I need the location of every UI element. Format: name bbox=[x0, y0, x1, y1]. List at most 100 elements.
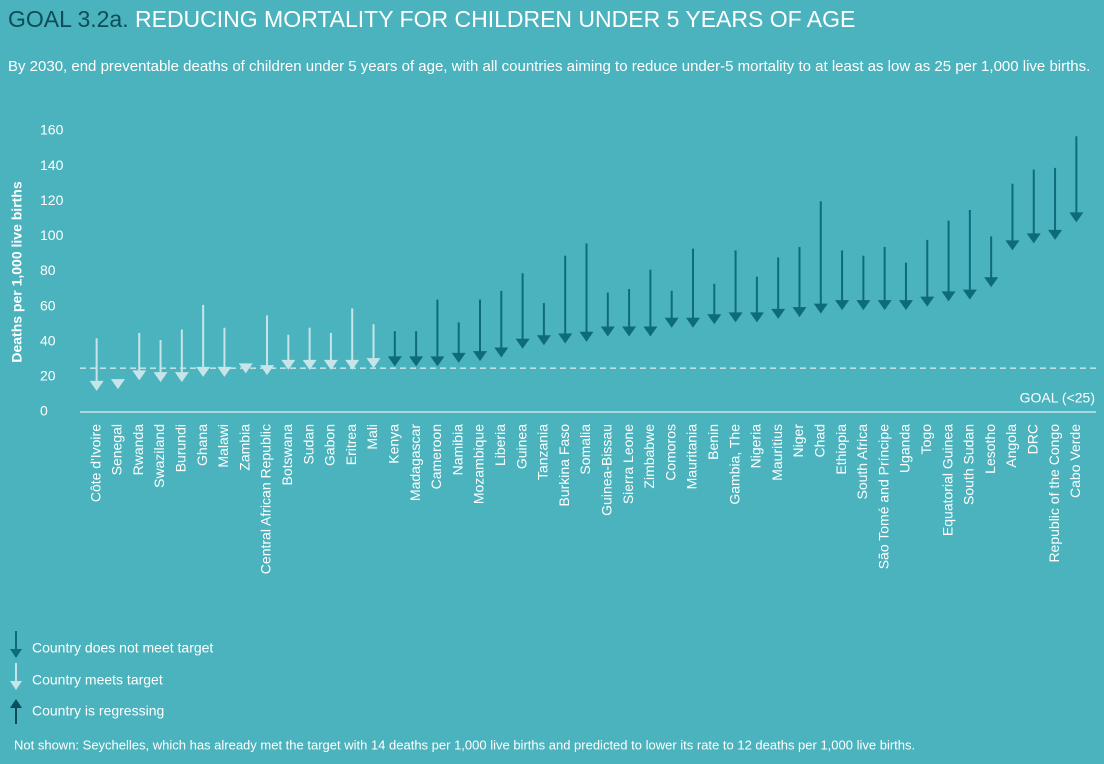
arrow-head bbox=[387, 356, 402, 367]
goal-label: GOAL (<25) bbox=[1020, 390, 1095, 406]
y-tick-label: 160 bbox=[40, 122, 64, 138]
legend-head bbox=[10, 681, 22, 690]
x-tick-label: Lesotho bbox=[982, 424, 998, 474]
arrow-head bbox=[153, 372, 168, 383]
arrow-head bbox=[685, 317, 700, 328]
x-tick-label: Mozambique bbox=[471, 424, 487, 504]
arrow-head bbox=[600, 326, 615, 337]
x-tick-label: Mali bbox=[364, 424, 380, 450]
arrow-head bbox=[962, 289, 977, 300]
arrow-head bbox=[1005, 240, 1020, 251]
y-tick-label: 120 bbox=[40, 192, 64, 208]
x-tick-label: Cameroon bbox=[428, 424, 444, 489]
title-text: REDUCING MORTALITY FOR CHILDREN UNDER 5 … bbox=[135, 6, 855, 32]
x-tick-label: Togo bbox=[918, 424, 934, 455]
arrow-head bbox=[558, 333, 573, 344]
arrow-head bbox=[898, 300, 913, 311]
x-tick-label: Swaziland bbox=[151, 424, 167, 488]
legend-head bbox=[10, 699, 22, 708]
legend-label: Country meets target bbox=[32, 672, 163, 688]
x-tick-label: Côte d'Ivoire bbox=[87, 424, 103, 502]
arrow-head bbox=[515, 338, 530, 349]
arrow-head bbox=[89, 380, 104, 391]
x-tick-label: Uganda bbox=[897, 424, 913, 473]
x-tick-label: Madagascar bbox=[407, 424, 423, 501]
y-tick-label: 80 bbox=[40, 262, 56, 278]
chart-title: GOAL 3.2a. REDUCING MORTALITY FOR CHILDR… bbox=[8, 6, 855, 32]
y-tick-label: 140 bbox=[40, 157, 64, 173]
arrow-head bbox=[110, 379, 125, 390]
arrow-head bbox=[366, 358, 381, 369]
x-tick-label: Zambia bbox=[236, 424, 252, 471]
arrow-head bbox=[1048, 229, 1063, 240]
x-tick-label: Kenya bbox=[386, 424, 402, 464]
arrow-head bbox=[749, 312, 764, 323]
y-tick-label: 20 bbox=[40, 368, 56, 384]
x-tick-label: Tanzania bbox=[535, 424, 551, 480]
arrow-head bbox=[664, 317, 679, 328]
arrow-head bbox=[643, 326, 658, 337]
x-tick-label: Guinea bbox=[513, 424, 529, 469]
x-tick-label: Angola bbox=[1003, 424, 1019, 468]
arrow-head bbox=[174, 372, 189, 383]
arrow-head bbox=[728, 312, 743, 323]
x-tick-label: São Tomé and Príncipe bbox=[875, 424, 891, 569]
x-tick-label: Equatorial Guinea bbox=[939, 424, 955, 536]
footnote: Not shown: Seychelles, which has already… bbox=[14, 737, 915, 752]
x-tick-label: Ghana bbox=[194, 424, 210, 466]
arrow-head bbox=[941, 291, 956, 302]
x-tick-label: Cabo Verde bbox=[1067, 424, 1083, 498]
x-tick-label: Guinea-Bissau bbox=[599, 424, 615, 516]
arrow-head bbox=[217, 366, 232, 377]
arrow-head bbox=[281, 359, 296, 370]
subtitle-box: By 2030, end preventable deaths of child… bbox=[8, 58, 1091, 75]
subtitle: By 2030, end preventable deaths of child… bbox=[8, 58, 1091, 75]
arrow-head bbox=[323, 359, 338, 370]
arrow-head bbox=[813, 303, 828, 314]
arrow-head bbox=[771, 308, 786, 319]
arrow-head bbox=[536, 335, 551, 346]
y-tick-label: 0 bbox=[40, 403, 48, 419]
arrow-head bbox=[835, 300, 850, 311]
x-tick-label: Mauritania bbox=[684, 424, 700, 490]
arrow-head bbox=[856, 300, 871, 311]
arrow-head bbox=[409, 356, 424, 367]
arrow-head bbox=[707, 314, 722, 325]
y-axis-label: Deaths per 1,000 live births bbox=[9, 181, 25, 363]
x-tick-label: Malawi bbox=[215, 424, 231, 468]
legend-label: Country does not meet target bbox=[32, 640, 213, 656]
legend-label: Country is regressing bbox=[32, 703, 164, 719]
arrow-head bbox=[473, 351, 488, 362]
arrow-head bbox=[877, 300, 892, 311]
arrow-head bbox=[345, 359, 360, 370]
arrow-head bbox=[622, 326, 637, 337]
x-tick-label: DRC bbox=[1024, 424, 1040, 454]
x-tick-label: Eritrea bbox=[343, 424, 359, 465]
arrow-head bbox=[302, 359, 317, 370]
arrow-head bbox=[1069, 212, 1084, 223]
x-tick-label: Benin bbox=[705, 424, 721, 460]
x-tick-label: Namibia bbox=[449, 424, 465, 476]
arrow-head bbox=[238, 363, 253, 374]
x-tick-label: Chad bbox=[811, 424, 827, 457]
arrow-head bbox=[132, 370, 147, 381]
arrow-head bbox=[196, 366, 211, 377]
x-tick-label: Republic of the Congo bbox=[1046, 424, 1062, 563]
x-tick-label: South Sudan bbox=[961, 424, 977, 505]
x-tick-label: Burkina Faso bbox=[556, 424, 572, 507]
x-tick-label: Central African Republic bbox=[258, 424, 274, 574]
arrow-head bbox=[451, 352, 466, 363]
arrow-head bbox=[984, 277, 999, 288]
arrow-head bbox=[792, 307, 807, 318]
x-tick-label: Senegal bbox=[109, 424, 125, 475]
x-tick-label: Nigeria bbox=[748, 424, 764, 469]
x-tick-label: Sierra Leone bbox=[620, 424, 636, 504]
x-tick-label: South Africa bbox=[854, 424, 870, 500]
arrow-head bbox=[260, 365, 275, 376]
legend-head bbox=[10, 649, 22, 658]
x-tick-label: Comoros bbox=[662, 424, 678, 481]
x-tick-label: Sudan bbox=[300, 424, 316, 464]
y-tick-label: 40 bbox=[40, 332, 56, 348]
